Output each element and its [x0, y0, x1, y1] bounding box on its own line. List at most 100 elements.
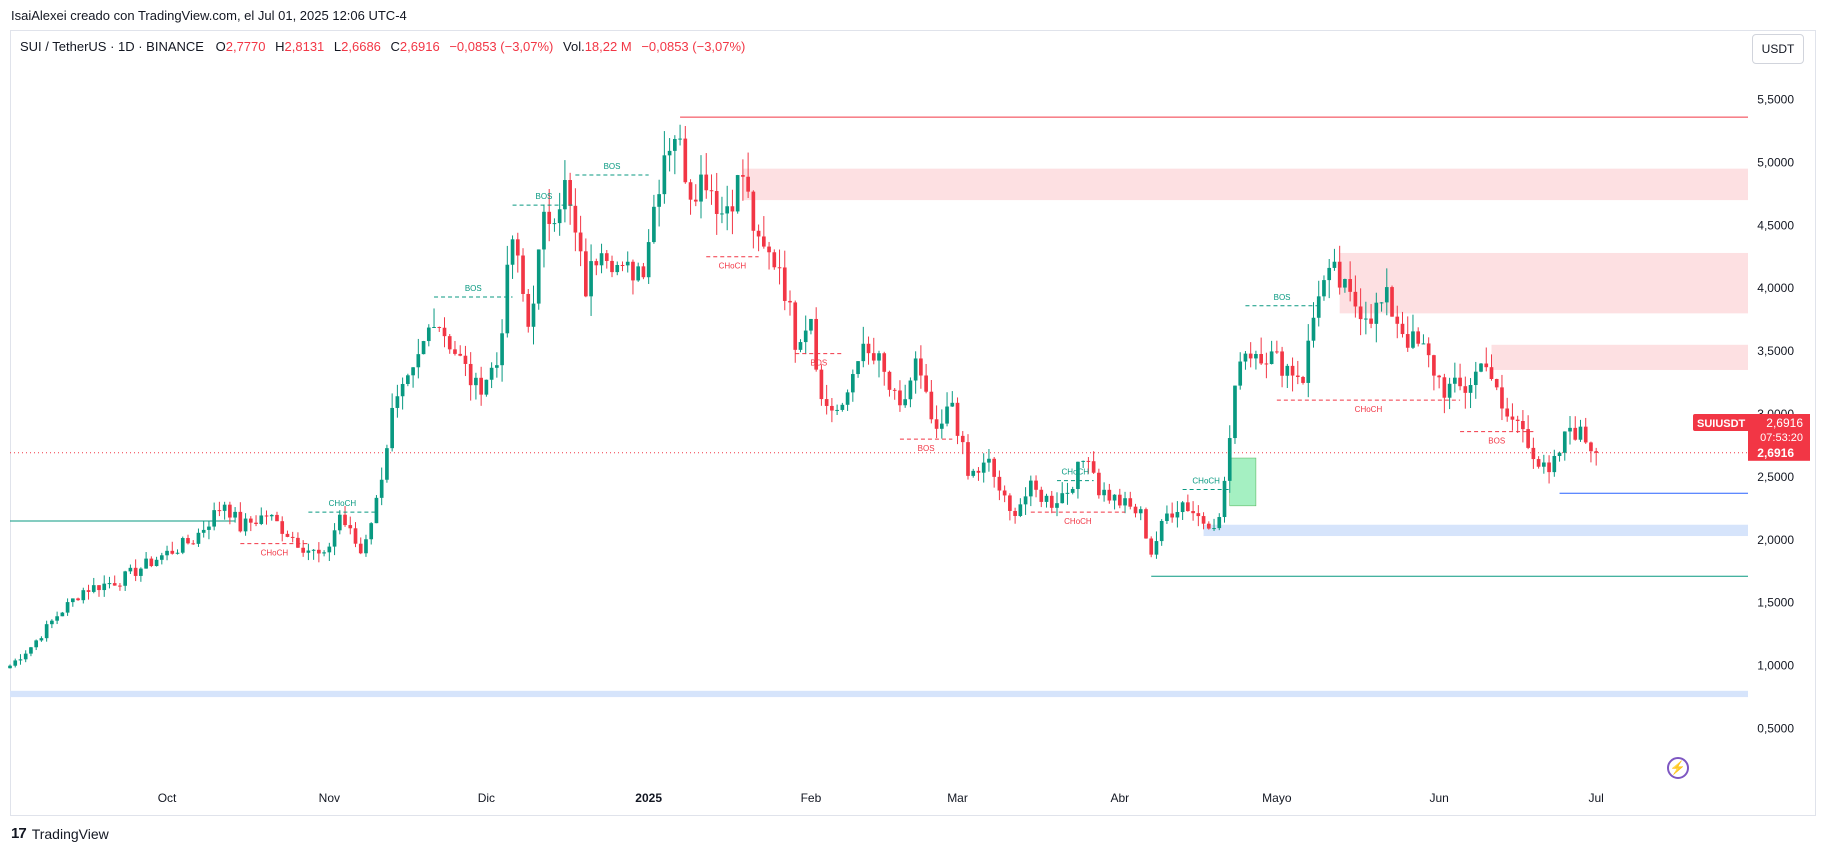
candle-body: [1447, 383, 1452, 398]
candle-body: [144, 558, 148, 569]
candle-body: [13, 660, 18, 666]
candle-body: [966, 442, 970, 476]
candle-body: [830, 405, 834, 411]
candle-body: [1222, 480, 1227, 518]
x-tick-label: Mayo: [1262, 791, 1292, 805]
price-tag2-value: 2,6916: [1757, 446, 1794, 460]
candle-body: [1191, 511, 1195, 514]
candle-body: [1259, 353, 1263, 364]
candle-body: [1301, 376, 1305, 383]
candle-body: [683, 138, 688, 183]
y-tick-label: 1,0000: [1757, 659, 1794, 673]
x-tick-label: Nov: [319, 791, 340, 805]
candle-body: [447, 336, 452, 350]
candle-body: [976, 470, 981, 473]
candle-body: [296, 537, 300, 548]
candle-body: [468, 363, 473, 386]
candle-body: [688, 182, 693, 200]
candle-body: [1212, 528, 1216, 530]
zone-blue: [10, 690, 1748, 698]
candle-body: [667, 150, 672, 156]
lightning-icon[interactable]: ⚡: [1667, 757, 1689, 779]
candle-body: [971, 470, 976, 476]
candle-body: [1102, 489, 1106, 496]
candle-body: [1144, 509, 1148, 539]
structure-label: CHoCH: [1355, 405, 1383, 414]
candle-body: [112, 583, 117, 586]
candle-body: [1243, 353, 1248, 362]
candle-body: [987, 458, 991, 463]
candle-body: [123, 571, 128, 586]
structure-label: CHoCH: [1064, 517, 1092, 526]
candle-body: [1542, 462, 1546, 467]
candle-body: [1248, 353, 1253, 359]
candle-body: [1489, 367, 1494, 379]
candle-body: [442, 327, 447, 337]
y-tick-label: 3,5000: [1757, 344, 1794, 358]
candle-body: [1353, 291, 1358, 307]
symbol-label[interactable]: SUI / TetherUS · 1D · BINANCE: [20, 39, 204, 54]
x-tick-label: Oct: [158, 791, 177, 805]
candle-body: [1416, 331, 1421, 344]
candle-body: [835, 409, 839, 411]
candle-body: [44, 624, 49, 639]
candle-body: [798, 342, 803, 350]
candle-body: [1500, 387, 1504, 409]
candle-body: [1018, 504, 1023, 516]
candle-body: [500, 333, 504, 366]
candle-body: [573, 205, 578, 233]
candle-body: [898, 390, 902, 406]
candle-body: [526, 293, 531, 327]
candle-body: [1484, 363, 1489, 368]
volume-value: 18,22 M: [584, 39, 632, 54]
candle-body: [285, 533, 290, 537]
tradingview-logo[interactable]: 17 TradingView: [11, 825, 109, 842]
candle-body: [646, 242, 651, 278]
candle-body: [1233, 385, 1237, 439]
candle-body: [1269, 351, 1274, 365]
open-label: O: [215, 39, 226, 54]
candle-body: [86, 590, 91, 592]
candle-body: [91, 585, 96, 592]
candle-body: [704, 174, 709, 191]
x-tick-label: Feb: [801, 791, 822, 805]
candle-body: [557, 209, 562, 224]
candle-body: [892, 389, 897, 391]
candle-body: [934, 419, 939, 429]
candle-body: [1028, 480, 1033, 497]
candle-body: [165, 550, 169, 556]
candle-body: [201, 529, 206, 533]
candle-body: [348, 525, 353, 529]
candle-body: [1285, 365, 1290, 376]
candle-body: [824, 399, 829, 406]
currency-button[interactable]: USDT: [1752, 34, 1804, 64]
candle-body: [1039, 489, 1044, 502]
candle-body: [662, 155, 667, 195]
candle-body: [1112, 494, 1117, 501]
candle-body: [1322, 280, 1326, 297]
structure-label: BOS: [810, 359, 827, 368]
structure-label: CHoCH: [329, 499, 357, 508]
candle-body: [489, 367, 494, 380]
candle-body: [1405, 334, 1410, 348]
candle-body: [1290, 365, 1295, 376]
price-tag-bg: [1748, 414, 1810, 445]
candle-body: [1264, 363, 1269, 365]
candle-body: [929, 391, 934, 420]
candle-body: [673, 138, 677, 151]
candle-body: [856, 361, 860, 375]
candle-body: [1070, 488, 1075, 493]
candle-body: [589, 261, 593, 297]
candle-body: [1531, 447, 1536, 460]
candle-body: [657, 194, 661, 207]
candle-body: [955, 402, 960, 436]
candle-body: [714, 191, 719, 214]
candle-body: [767, 246, 771, 253]
candle-body: [243, 518, 248, 532]
structure-label: BOS: [1274, 293, 1291, 302]
candle-body: [1583, 426, 1588, 443]
candle-body: [186, 538, 190, 544]
open-value: 2,7770: [225, 39, 266, 54]
x-tick-label: Abr: [1110, 791, 1129, 805]
